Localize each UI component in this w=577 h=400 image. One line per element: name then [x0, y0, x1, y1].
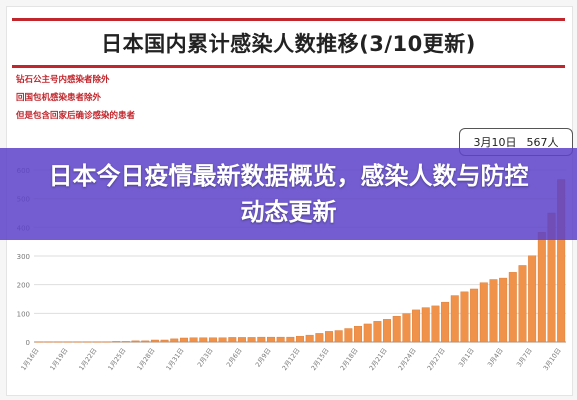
bar — [237, 337, 246, 343]
footnote-1: 钻石公主号内感染者除外 — [16, 75, 110, 85]
bar — [528, 255, 537, 343]
bar — [267, 336, 275, 343]
bar — [63, 341, 72, 343]
x-tick-label: 3月7日 — [515, 347, 534, 369]
bar — [141, 340, 150, 343]
headline-banner[interactable]: 日本今日疫情最新数据概览，感染人数与防控动态更新 — [0, 148, 577, 240]
bar — [489, 279, 498, 343]
bar — [189, 337, 198, 343]
bar — [402, 313, 411, 343]
y-tick-label: 100 — [17, 310, 30, 318]
footnote-3: 但是包含回家后确诊感染的患者 — [16, 111, 136, 121]
x-tick-label: 3月10日 — [542, 347, 563, 372]
x-tick-label: 2月27日 — [426, 347, 447, 372]
bar — [54, 341, 63, 343]
bar — [276, 336, 285, 343]
bar — [247, 337, 256, 343]
bar — [34, 341, 43, 343]
x-tick-label: 2月21日 — [368, 347, 389, 372]
bar — [383, 319, 392, 343]
bar — [179, 337, 188, 343]
x-tick-label: 1月28日 — [135, 347, 156, 372]
bar — [450, 295, 459, 343]
bar — [150, 339, 159, 343]
bar — [334, 330, 343, 343]
bar — [73, 341, 82, 343]
x-tick-label: 2月6日 — [225, 347, 244, 369]
bar — [479, 282, 488, 343]
bar — [431, 305, 440, 343]
callout-value: 567人 — [526, 136, 559, 149]
callout-date: 3月10日 — [473, 136, 517, 149]
bar — [83, 341, 92, 343]
bar — [305, 334, 314, 343]
bar — [218, 337, 227, 343]
bar — [392, 316, 401, 343]
x-tick-label: 3月1日 — [457, 347, 476, 369]
bar — [160, 339, 169, 343]
x-tick-label: 1月22日 — [77, 347, 98, 372]
x-tick-label: 1月31日 — [164, 347, 185, 372]
bar — [112, 341, 121, 343]
bar — [344, 328, 353, 343]
bar — [121, 341, 130, 343]
x-tick-label: 2月15日 — [310, 347, 331, 372]
bar — [537, 232, 546, 343]
x-tick-label: 2月9日 — [254, 347, 273, 369]
title-bar: 日本国内累计感染人数推移(3/10更新) — [12, 18, 565, 68]
y-tick-label: 200 — [17, 282, 30, 290]
bar — [296, 336, 304, 343]
bar — [470, 288, 479, 343]
x-tick-label: 1月25日 — [106, 347, 127, 372]
bar — [199, 337, 208, 343]
bar — [508, 272, 517, 343]
bar — [518, 265, 527, 343]
x-tick-label: 2月24日 — [397, 347, 418, 372]
x-tick-label: 2月12日 — [281, 347, 302, 372]
y-tick-label: 0 — [26, 339, 30, 347]
headline-text: 日本今日疫情最新数据概览，感染人数与防控动态更新 — [48, 162, 529, 226]
bar — [131, 340, 140, 343]
bar — [228, 337, 237, 343]
bar — [421, 307, 430, 343]
bar — [325, 331, 333, 343]
chart-title: 日本国内累计感染人数推移(3/10更新) — [101, 32, 476, 56]
bar — [373, 321, 382, 343]
bar — [44, 341, 53, 343]
bar — [170, 338, 179, 343]
bar — [92, 341, 101, 343]
bar — [441, 301, 450, 343]
footnote-2: 回国包机感染患者除外 — [16, 93, 102, 103]
x-tick-label: 1月16日 — [19, 347, 40, 372]
bar — [354, 326, 363, 343]
x-tick-label: 3月4日 — [486, 347, 505, 369]
y-tick-label: 300 — [17, 253, 30, 261]
bar — [412, 309, 421, 343]
bar — [363, 323, 372, 343]
x-tick-label: 2月18日 — [339, 347, 360, 372]
bar — [257, 336, 266, 343]
x-tick-label: 2月3日 — [196, 347, 215, 369]
bar — [102, 341, 111, 343]
bar — [208, 337, 217, 343]
bar — [286, 336, 295, 343]
bar — [460, 291, 469, 343]
bar — [499, 277, 508, 343]
bar — [315, 333, 324, 343]
x-tick-label: 1月19日 — [48, 347, 69, 372]
